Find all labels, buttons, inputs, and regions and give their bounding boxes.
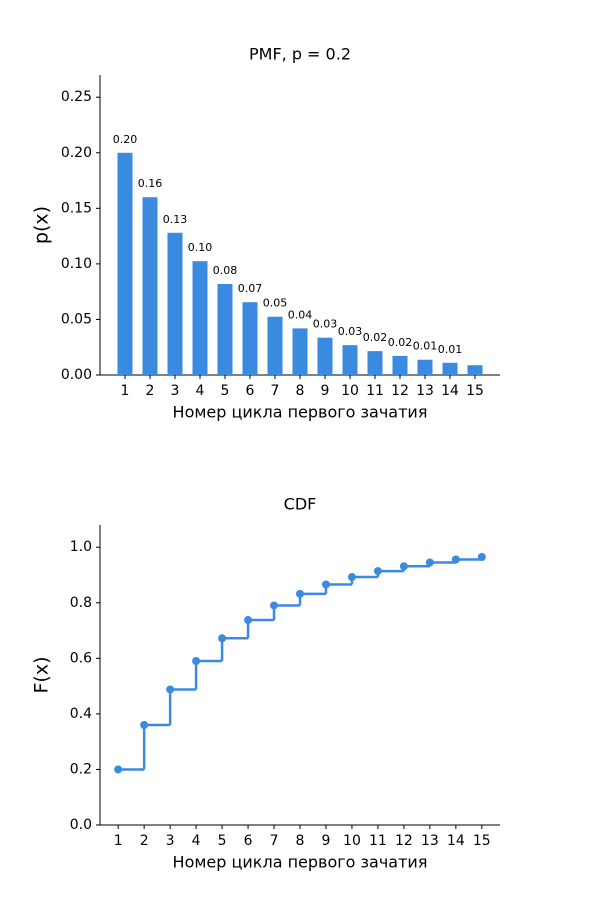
y-tick-label: 0.00 <box>61 367 92 383</box>
x-tick-label: 10 <box>343 833 361 849</box>
x-tick-label: 2 <box>146 383 155 399</box>
y-tick-label: 0.05 <box>61 311 92 327</box>
y-axis-label: p(x) <box>31 206 53 244</box>
y-tick-label: 0.20 <box>61 145 92 161</box>
point <box>114 765 123 774</box>
value-label: 0.10 <box>188 241 213 254</box>
bar <box>192 261 208 375</box>
bar <box>167 232 183 375</box>
x-tick-label: 12 <box>395 833 413 849</box>
point <box>347 573 356 582</box>
x-tick-label: 4 <box>196 383 205 399</box>
bar <box>467 365 483 375</box>
x-axis-label: Номер цикла первого зачатия <box>173 403 428 422</box>
point <box>451 555 460 564</box>
y-tick-label: 0.8 <box>70 595 92 611</box>
x-tick-label: 13 <box>416 383 434 399</box>
value-label: 0.01 <box>438 343 463 356</box>
x-tick-label: 9 <box>322 833 331 849</box>
point <box>399 562 408 571</box>
x-tick-label: 14 <box>447 833 465 849</box>
x-tick-label: 12 <box>391 383 409 399</box>
x-tick-label: 5 <box>218 833 227 849</box>
point <box>477 552 486 561</box>
x-tick-label: 13 <box>421 833 439 849</box>
value-label: 0.04 <box>288 308 313 321</box>
y-tick-label: 0.4 <box>70 706 92 722</box>
x-tick-label: 1 <box>121 383 130 399</box>
y-tick-label: 0.10 <box>61 256 92 272</box>
bar <box>142 197 158 375</box>
x-tick-label: 8 <box>296 833 305 849</box>
value-label: 0.20 <box>113 133 138 146</box>
x-tick-label: 2 <box>140 833 149 849</box>
value-label: 0.03 <box>313 318 338 331</box>
x-tick-label: 6 <box>246 383 255 399</box>
x-tick-label: 11 <box>369 833 387 849</box>
bar <box>292 328 308 375</box>
value-label: 0.02 <box>363 331 388 344</box>
x-tick-label: 14 <box>441 383 459 399</box>
x-tick-label: 10 <box>341 383 359 399</box>
value-label: 0.03 <box>338 325 363 338</box>
chart-title: CDF <box>284 495 317 514</box>
point <box>166 685 175 694</box>
x-tick-label: 3 <box>171 383 180 399</box>
x-tick-label: 7 <box>271 383 280 399</box>
bar <box>417 359 433 375</box>
bar <box>242 302 258 375</box>
y-tick-label: 0.6 <box>70 650 92 666</box>
point <box>373 567 382 576</box>
x-tick-label: 9 <box>321 383 330 399</box>
value-label: 0.02 <box>388 336 413 349</box>
bar <box>392 355 408 375</box>
point <box>296 589 304 598</box>
x-tick-label: 8 <box>296 383 305 399</box>
x-tick-label: 3 <box>166 833 175 849</box>
x-tick-label: 5 <box>221 383 230 399</box>
y-tick-label: 0.15 <box>61 200 92 216</box>
point <box>192 657 201 665</box>
point <box>244 616 253 625</box>
bar <box>117 152 133 375</box>
y-tick-label: 0.25 <box>61 89 92 105</box>
bar <box>217 283 233 375</box>
x-tick-label: 1 <box>114 833 123 849</box>
chart-title: PMF, p = 0.2 <box>249 45 351 64</box>
bar <box>267 316 283 375</box>
x-tick-label: 6 <box>244 833 253 849</box>
y-tick-label: 0.0 <box>70 817 92 833</box>
x-tick-label: 7 <box>270 833 279 849</box>
y-tick-label: 0.2 <box>70 761 92 777</box>
value-label: 0.07 <box>238 282 263 295</box>
y-axis-label: F(x) <box>31 657 53 694</box>
value-label: 0.01 <box>413 340 438 353</box>
bar <box>367 351 383 375</box>
value-label: 0.05 <box>263 297 288 310</box>
x-tick-label: 15 <box>466 383 484 399</box>
point <box>218 634 227 643</box>
point <box>425 558 434 567</box>
point <box>321 580 330 589</box>
bar <box>317 337 333 375</box>
bar <box>342 345 358 375</box>
bar <box>442 362 458 375</box>
point <box>140 721 149 729</box>
point <box>270 601 279 610</box>
x-tick-label: 11 <box>366 383 384 399</box>
value-label: 0.13 <box>163 213 188 226</box>
x-tick-label: 15 <box>473 833 491 849</box>
value-label: 0.08 <box>213 264 238 277</box>
x-tick-label: 4 <box>192 833 201 849</box>
x-axis-label: Номер цикла первого зачатия <box>173 853 428 872</box>
value-label: 0.16 <box>138 177 163 190</box>
y-tick-label: 1.0 <box>70 539 92 555</box>
